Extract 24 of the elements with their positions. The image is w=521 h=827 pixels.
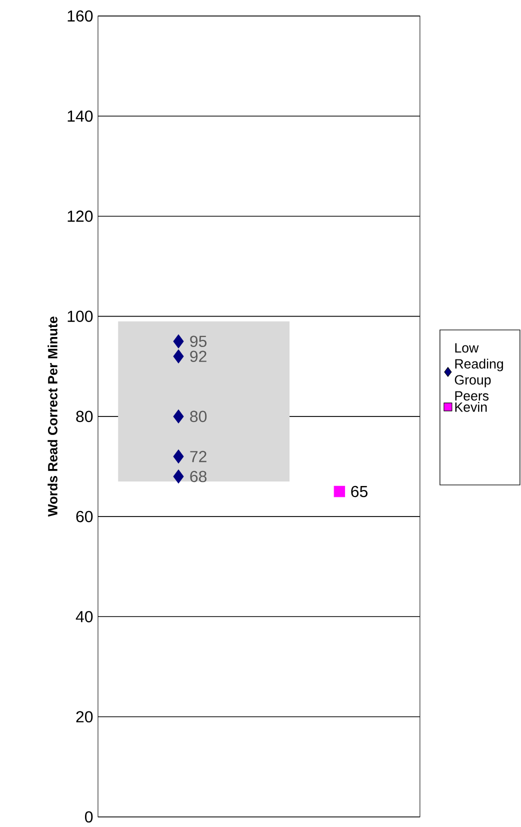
- legend-label: Kevin: [455, 402, 487, 412]
- data-label: 72: [190, 450, 206, 462]
- point: [173, 450, 184, 464]
- y-tick-label: 0: [85, 811, 93, 823]
- y-tick-label: 160: [68, 10, 93, 22]
- y-tick-label: 40: [76, 611, 93, 622]
- data-label: 68: [190, 470, 207, 482]
- y-axis-title: Words Read Correct Per Minute: [48, 316, 58, 517]
- y-tick-label: 60: [76, 510, 93, 522]
- y-tick-label: 100: [68, 310, 93, 322]
- data-label: 92: [190, 350, 206, 362]
- y-tick-label: 120: [68, 210, 93, 222]
- point: [334, 486, 346, 498]
- y-tick-label: 80: [76, 410, 93, 422]
- point: [173, 334, 184, 348]
- legend-label: Low Reading Group Peers: [454, 343, 504, 401]
- data-label: 65: [351, 486, 368, 498]
- y-tick-label: 20: [76, 711, 93, 722]
- data-label: 80: [190, 410, 207, 422]
- point: [173, 410, 184, 424]
- y-tick-label: 140: [68, 110, 93, 122]
- point: [173, 349, 184, 364]
- data-label: 95: [190, 336, 207, 348]
- point: [173, 470, 184, 484]
